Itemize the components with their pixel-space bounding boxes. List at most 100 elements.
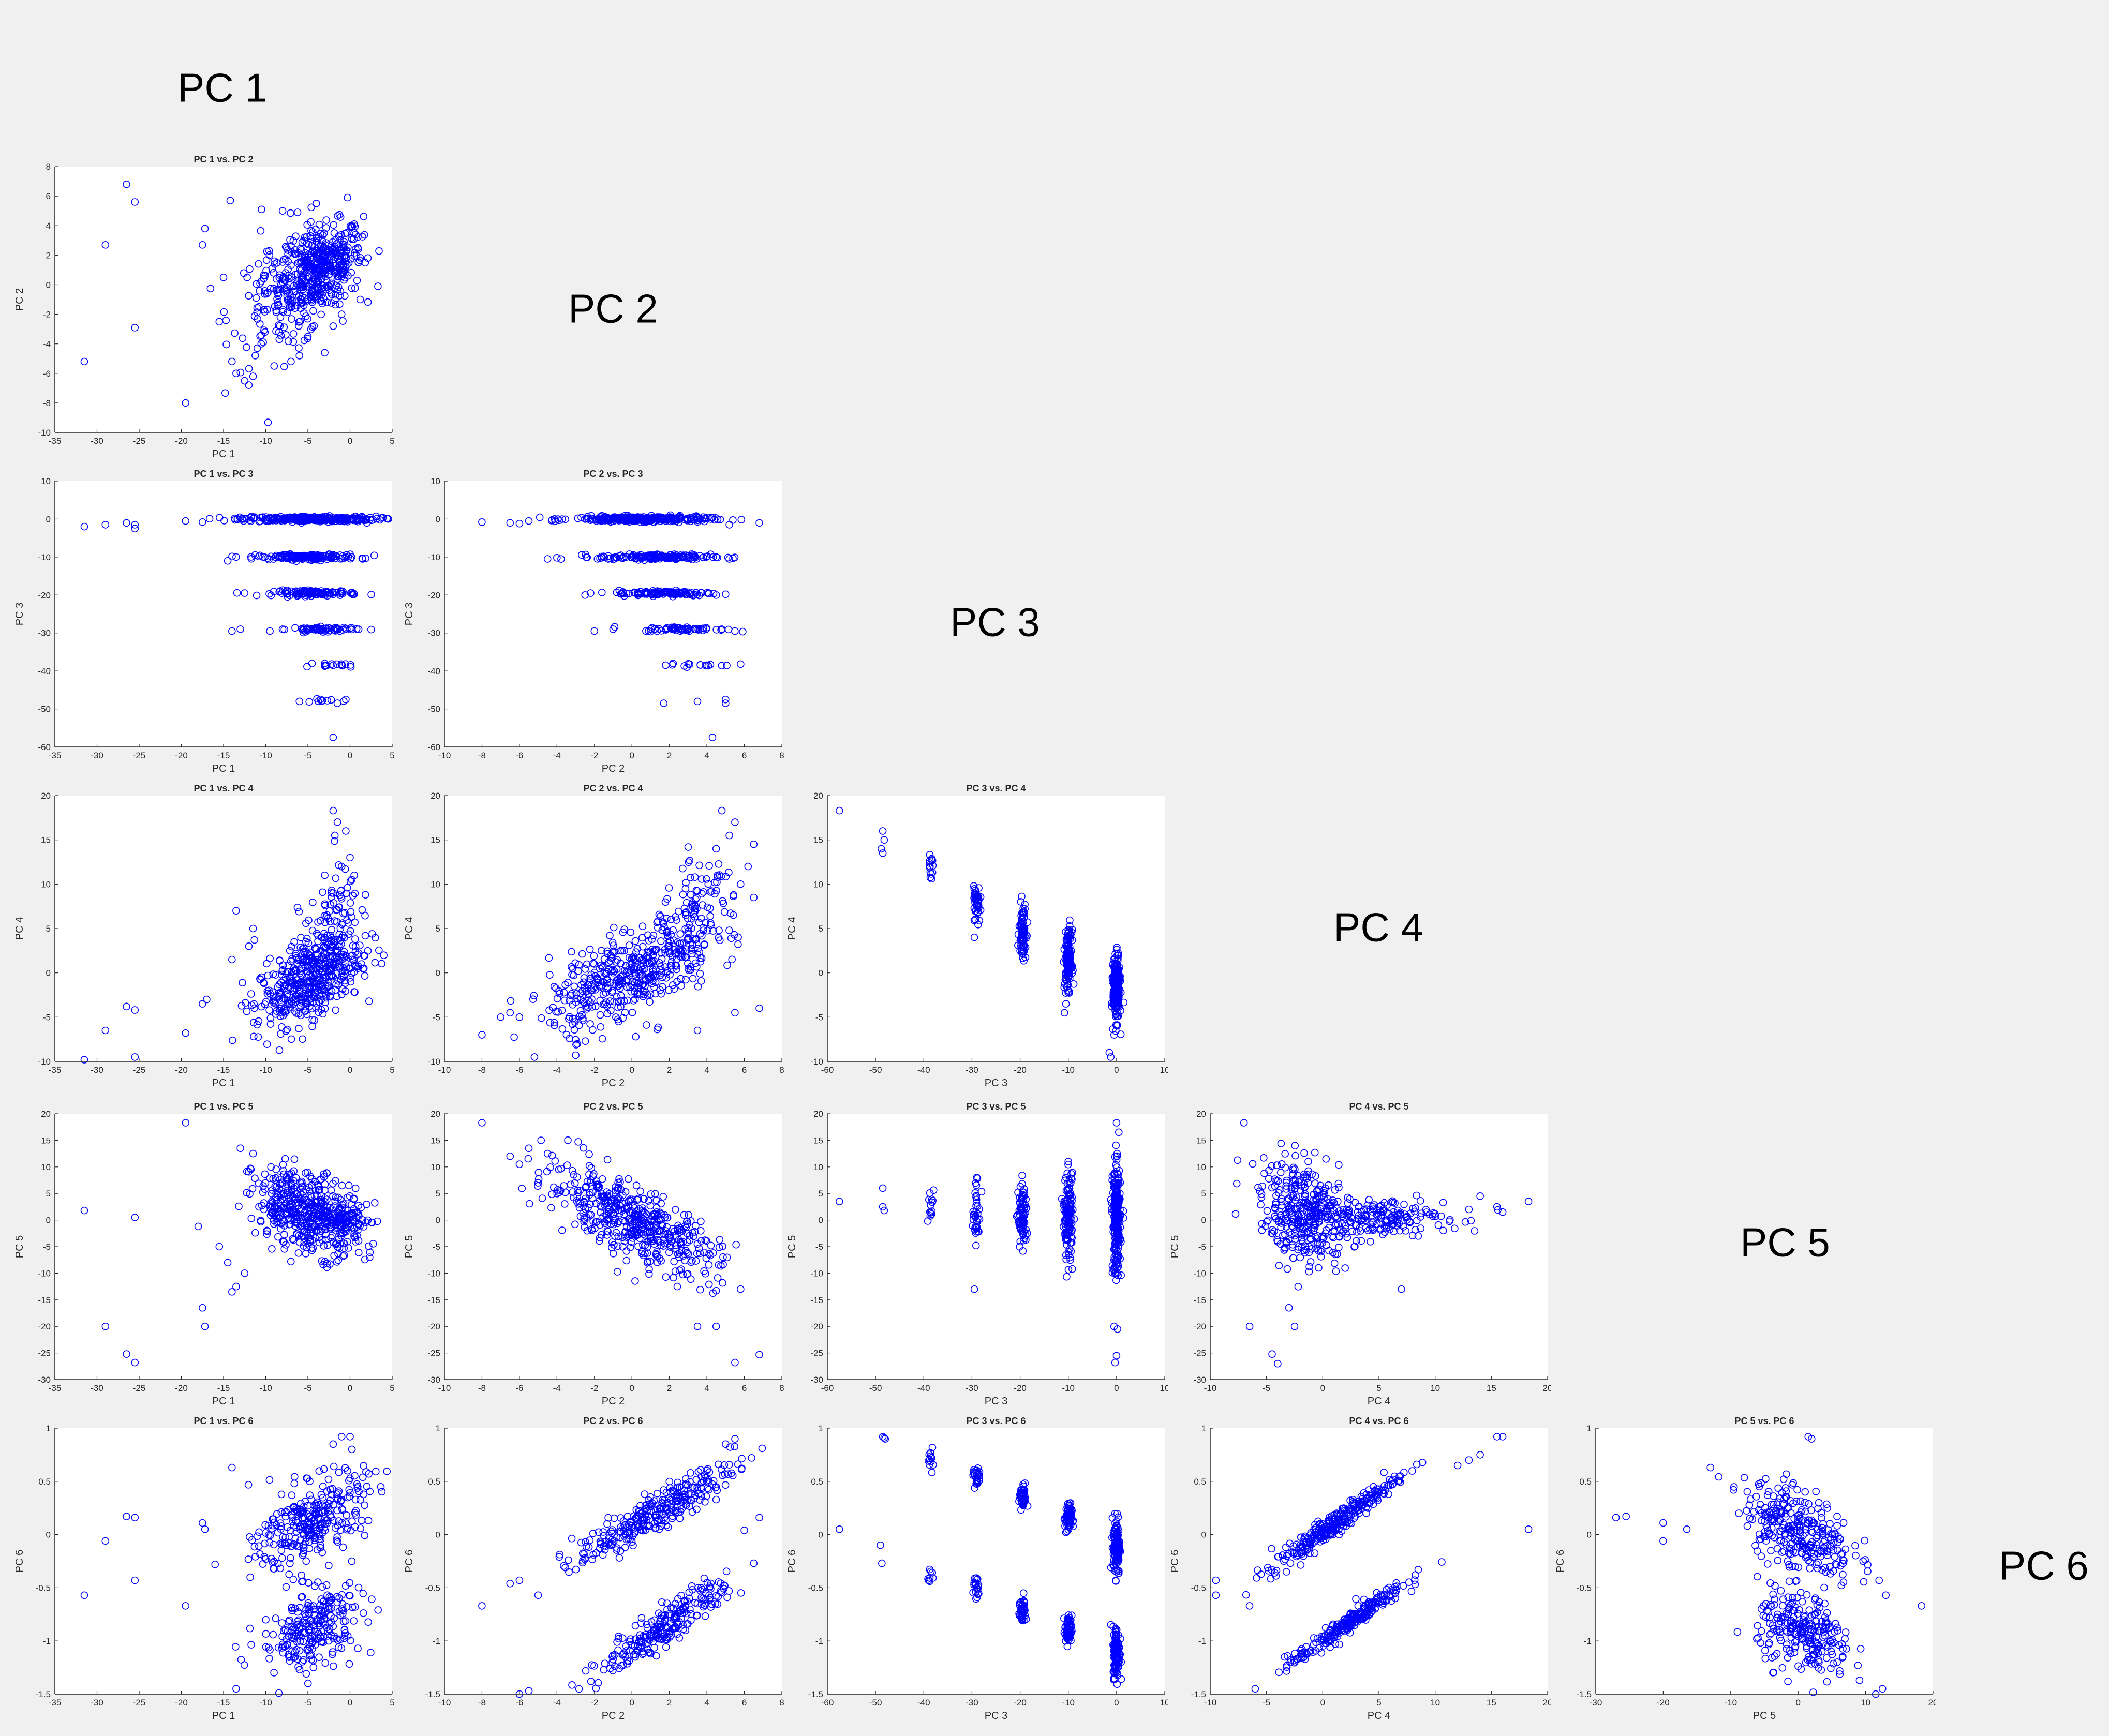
scatter-point [80,1056,88,1064]
scatter-point [320,229,328,237]
y-axis-label: PC 4 [786,917,798,940]
scatter-point [638,922,647,930]
scatter-point [576,1187,584,1195]
scatter-point [641,556,648,564]
scatter-point [247,555,255,563]
scatter-point [309,554,317,562]
scatter-point [970,933,978,941]
scatter-point [198,1304,206,1312]
scatter-point [348,1201,355,1208]
scatter-point [286,591,294,600]
scatter-point [576,1007,585,1015]
scatter-point [315,1186,323,1194]
y-tick-label: 10 [813,879,823,889]
x-tick-label: 6 [742,751,747,760]
scatter-point [80,1206,88,1215]
scatter-point [346,899,354,907]
scatter-point [631,589,639,597]
scatter-point [549,1183,558,1191]
scatter-point [287,1216,295,1224]
scatter-point [343,884,351,892]
scatter-point [637,968,645,977]
scatter-point [342,695,350,704]
scatter-point [228,1288,236,1296]
scatter-point [351,512,359,520]
scatter-point [293,1230,301,1238]
scatter-point [281,286,289,294]
scatter-point [295,344,303,352]
scatter-point [1020,956,1028,965]
scatter-point [292,998,300,1006]
scatter-point [617,976,625,984]
scatter-point [367,1218,376,1226]
scatter-point [835,806,843,815]
scatter-point [973,905,982,913]
scatter-point [682,879,690,887]
scatter-point [586,998,594,1006]
scatter-point [339,270,347,278]
scatter-point [285,555,293,562]
scatter-point [297,1011,305,1020]
scatter-point [80,522,88,531]
scatter-point [313,624,320,633]
scatter-point [273,1205,281,1213]
scatter-point [687,891,695,899]
scatter-point [286,974,294,981]
scatter-point [198,241,206,249]
scatter-point [1019,905,1028,912]
scatter-point [575,961,583,969]
scatter-point [308,959,316,967]
scatter-point [182,399,189,407]
scatter-point [696,969,704,978]
scatter-point [640,1208,648,1216]
scatter-point [269,1202,277,1210]
scatter-point [646,998,654,1006]
scatter-point [321,660,329,667]
scatter-point [272,971,280,979]
y-tick-label: 15 [813,835,823,845]
y-tick-label: -2 [43,310,51,320]
scatter-point [286,236,294,244]
scatter-point [926,857,934,864]
scatter-point [257,1218,265,1226]
scatter-point [700,513,707,521]
scatter-point [280,1245,289,1253]
scatter-point [657,990,665,998]
scatter-point [713,878,721,886]
scatter-point [254,1033,262,1041]
scatter-point [338,1203,346,1211]
scatter-point [686,660,694,668]
scatter-point [298,1198,306,1206]
scatter-point [294,249,303,257]
y-tick-label: 10 [41,476,51,486]
scatter-point [131,1358,139,1367]
scatter-point [263,1230,271,1238]
scatter-point [253,280,260,288]
scatter-point [581,591,589,599]
scatter-point [592,517,600,525]
scatter-point [257,1002,265,1011]
scatter-point [1111,1000,1119,1008]
scatter-point [292,1219,300,1226]
scatter-point [534,1175,543,1183]
scatter-point [329,1219,337,1226]
scatter-point [329,322,337,330]
x-tick-label: -10 [259,1383,272,1393]
scatter-point [674,907,682,916]
scatter-point [288,315,295,323]
scatter-point [674,1227,681,1235]
scatter-point [680,515,688,523]
scatter-point [270,555,278,563]
scatter-point [607,967,616,975]
scatter-point [750,840,758,848]
scatter-point [80,357,88,366]
scatter-point [731,1358,739,1367]
scatter-point [667,931,675,938]
y-tick-label: -60 [38,742,51,752]
scatter-point [302,1229,310,1237]
scatter-point [693,697,702,706]
scatter-point [331,986,339,994]
scatter-point [317,241,325,249]
scatter-point [291,250,299,258]
scatter-point [629,953,637,962]
